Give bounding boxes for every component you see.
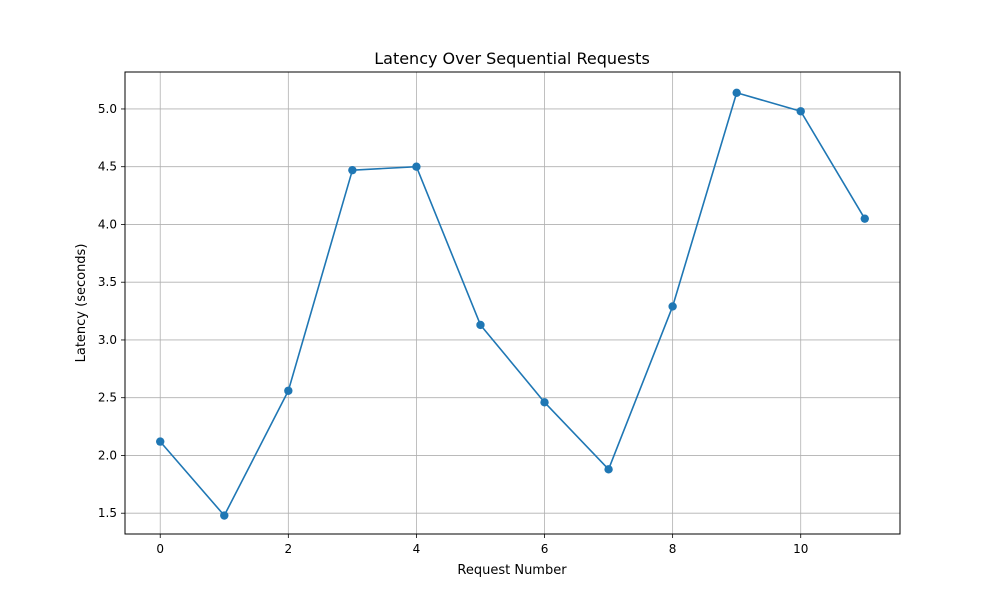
data-point: [732, 88, 741, 97]
y-axis-label: Latency (seconds): [74, 244, 89, 363]
x-tick-label: 0: [156, 542, 164, 556]
x-axis-label: Request Number: [457, 563, 567, 578]
chart-title: Latency Over Sequential Requests: [374, 49, 650, 68]
tick-layer: 0 2 4 6 8 10 1.5 2.0 2.5 3.0 3.5 4.0 4.5 5.0: [98, 102, 808, 556]
data-point: [668, 302, 677, 311]
y-tick-label: 3.5: [98, 275, 117, 289]
data-point: [860, 214, 869, 223]
x-tick-label: 8: [669, 542, 677, 556]
data-point: [604, 465, 613, 474]
data-point: [476, 320, 485, 330]
data-point: [220, 511, 229, 520]
series-line: [159, 91, 866, 517]
data-point: [284, 386, 293, 395]
grid-layer: [125, 72, 900, 534]
x-tick-label: 4: [413, 542, 421, 556]
data-point: [348, 165, 357, 175]
data-point: [796, 107, 805, 116]
y-tick-label: 5.0: [98, 102, 117, 116]
y-tick-label: 3.0: [98, 333, 117, 347]
y-tick-label: 4.5: [98, 160, 117, 174]
series-layer: [156, 88, 869, 520]
data-point: [412, 162, 421, 171]
plot-frame: [124, 71, 901, 535]
x-tick-label: 2: [285, 542, 293, 556]
x-tick-label: 10: [793, 542, 808, 556]
y-tick-label: 1.5: [98, 506, 117, 520]
data-point: [156, 437, 165, 446]
y-tick-label: 2.0: [98, 448, 117, 462]
data-point: [540, 398, 549, 407]
y-tick-label: 4.0: [98, 217, 117, 231]
y-tick-label: 2.5: [98, 391, 117, 405]
x-tick-label: 6: [541, 542, 549, 556]
